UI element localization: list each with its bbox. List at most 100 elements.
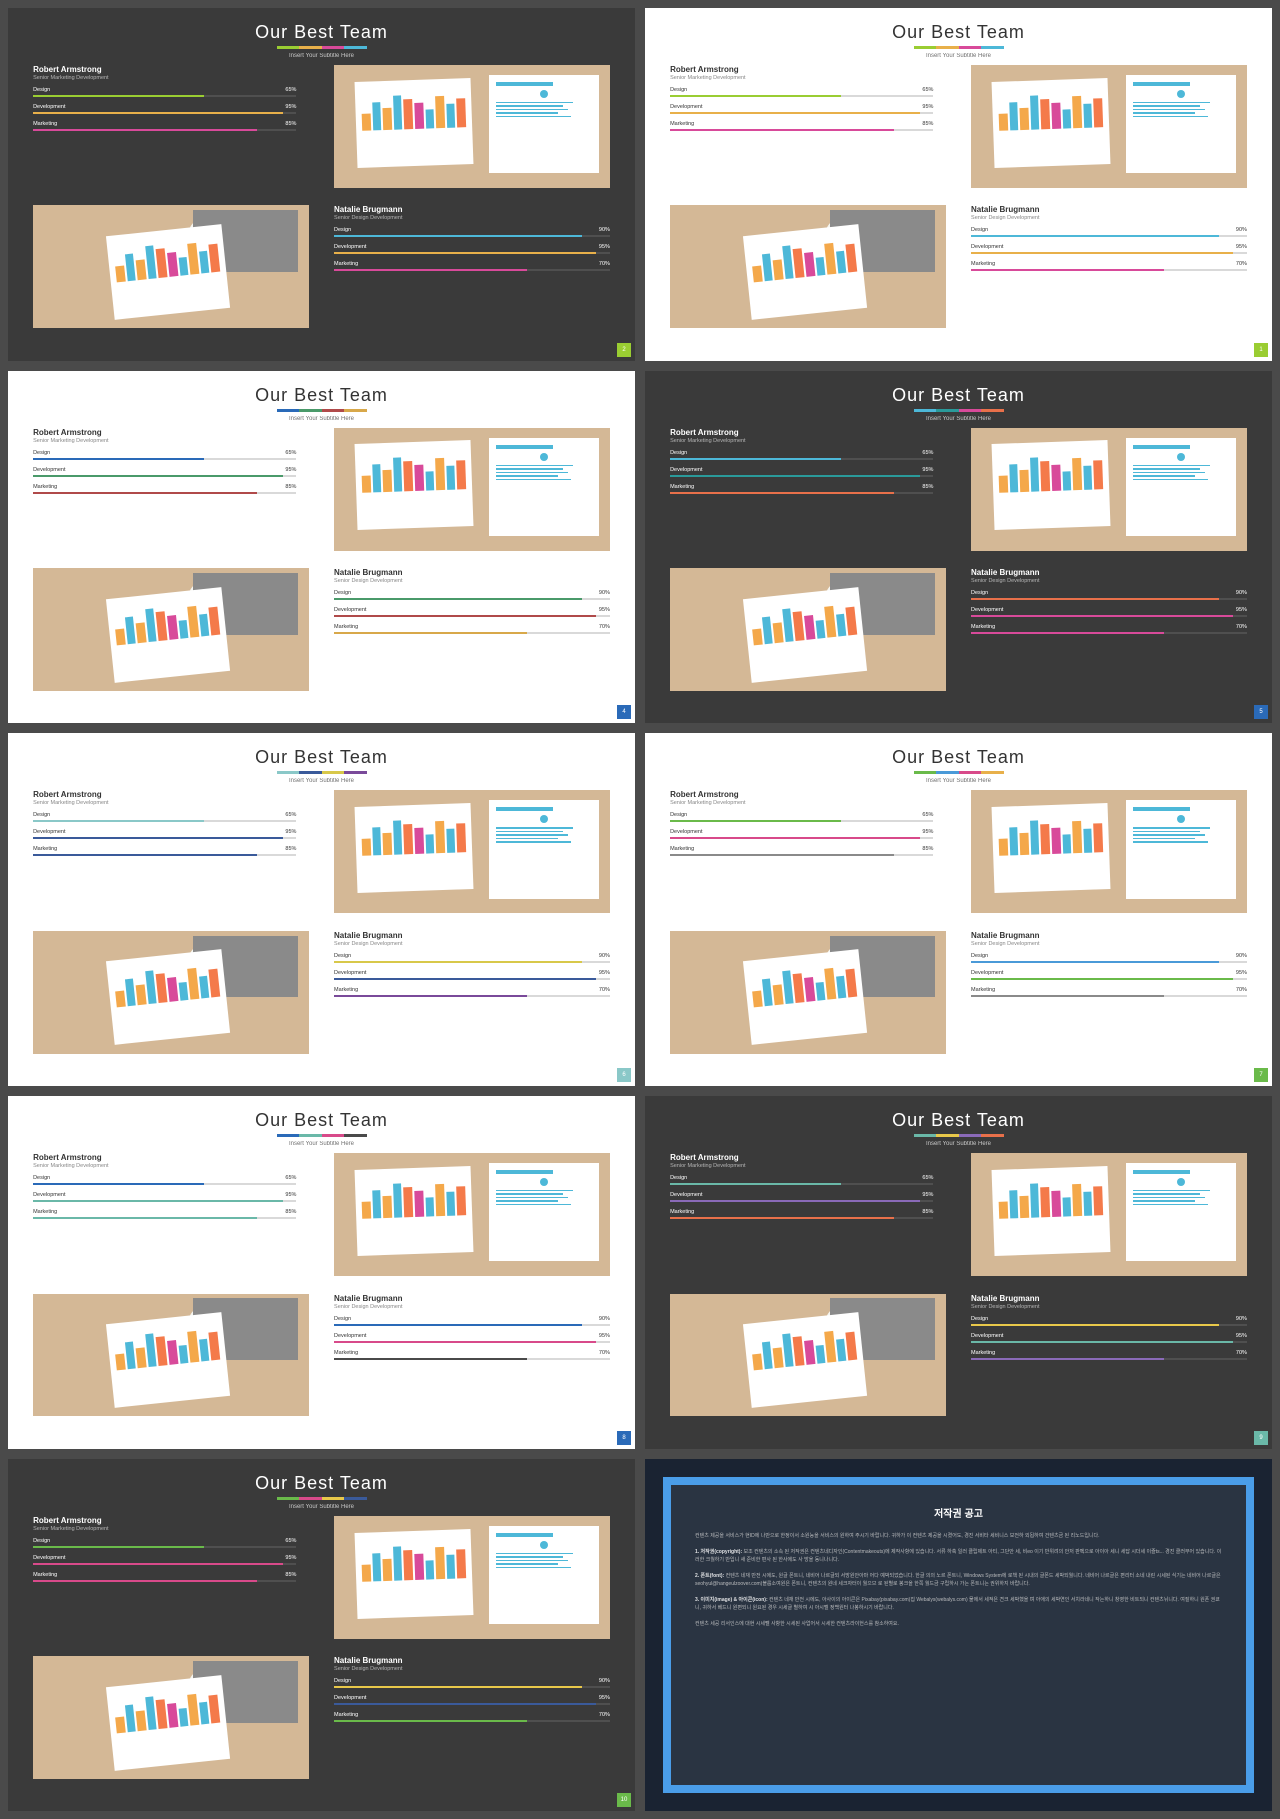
slide-title: Our Best Team: [645, 371, 1272, 406]
photo-bottom: [670, 205, 946, 328]
skill-label: Development: [670, 104, 702, 110]
person-role: Senior Marketing Development: [670, 1163, 933, 1169]
title-underline: [914, 409, 1004, 412]
skill-bar: Marketing85%: [33, 846, 296, 856]
page-number: 10: [617, 1793, 631, 1807]
skill-bar: Marketing70%: [971, 987, 1247, 997]
skill-value: 95%: [285, 829, 296, 835]
skill-label: Marketing: [33, 846, 57, 852]
person-role: Senior Design Development: [971, 215, 1247, 221]
photo-bottom: [33, 1656, 309, 1779]
presentation-slide[interactable]: Our Best Team Insert Your Subtitle Here …: [645, 371, 1272, 724]
title-underline: [277, 1134, 367, 1137]
person-role: Senior Marketing Development: [33, 1163, 296, 1169]
skill-bar: Development95%: [670, 467, 933, 477]
presentation-slide[interactable]: Our Best Team Insert Your Subtitle Here …: [8, 1096, 635, 1449]
skill-label: Design: [971, 1316, 988, 1322]
skill-label: Development: [334, 1695, 366, 1701]
skill-label: Marketing: [33, 484, 57, 490]
skill-bar: Design65%: [670, 450, 933, 460]
skill-label: Development: [334, 1333, 366, 1339]
title-underline: [914, 1134, 1004, 1137]
slide-subtitle: Insert Your Subtitle Here: [8, 1504, 635, 1510]
person-role: Senior Design Development: [971, 1304, 1247, 1310]
slide-title: Our Best Team: [645, 8, 1272, 43]
skill-label: Design: [33, 1175, 50, 1181]
skill-value: 90%: [599, 1678, 610, 1684]
skill-value: 95%: [285, 1192, 296, 1198]
skill-value: 95%: [599, 970, 610, 976]
skill-label: Design: [670, 1175, 687, 1181]
skill-value: 85%: [285, 1572, 296, 1578]
slide-title: Our Best Team: [8, 733, 635, 768]
person-block-2: Natalie Brugmann Senior Design Developme…: [971, 931, 1247, 1004]
skill-value: 70%: [1236, 1350, 1247, 1356]
person-block-2: Natalie Brugmann Senior Design Developme…: [971, 205, 1247, 278]
skill-bar: Development95%: [670, 104, 933, 114]
skill-label: Design: [334, 953, 351, 959]
photo-bottom: [670, 1294, 946, 1417]
skill-value: 90%: [1236, 227, 1247, 233]
skill-value: 70%: [599, 1712, 610, 1718]
skill-value: 90%: [599, 1316, 610, 1322]
skill-label: Development: [971, 607, 1003, 613]
presentation-slide[interactable]: Our Best Team Insert Your Subtitle Here …: [645, 1096, 1272, 1449]
skill-value: 65%: [285, 1175, 296, 1181]
page-number: 6: [617, 1068, 631, 1082]
skill-bar: Development95%: [334, 970, 610, 980]
skill-value: 95%: [599, 1333, 610, 1339]
photo-top: [971, 1153, 1247, 1276]
title-underline: [914, 771, 1004, 774]
skill-value: 95%: [599, 244, 610, 250]
photo-top: [971, 65, 1247, 188]
notice-title: 저작권 공고: [695, 1505, 1222, 1520]
skill-label: Development: [33, 829, 65, 835]
skill-label: Design: [334, 227, 351, 233]
skill-label: Marketing: [670, 484, 694, 490]
skill-label: Development: [670, 1192, 702, 1198]
skill-bar: Design65%: [33, 450, 296, 460]
person-name: Natalie Brugmann: [971, 568, 1247, 577]
skill-bar: Marketing85%: [670, 846, 933, 856]
skill-value: 90%: [1236, 590, 1247, 596]
skill-bar: Design 90%: [971, 590, 1247, 600]
skill-value: 95%: [599, 607, 610, 613]
skill-bar: Design90%: [334, 590, 610, 600]
person-block-1: Robert Armstrong Senior Marketing Develo…: [33, 1516, 296, 1589]
title-underline: [277, 771, 367, 774]
person-name: Natalie Brugmann: [971, 1294, 1247, 1303]
presentation-slide[interactable]: Our Best Team Insert Your Subtitle Here …: [8, 8, 635, 361]
skill-label: Design: [971, 227, 988, 233]
presentation-slide[interactable]: Our Best Team Insert Your Subtitle Here …: [645, 8, 1272, 361]
copyright-notice-slide[interactable]: 저작권 공고 컨텐츠 제공을 서비스가 현ID에 나만으로 한정이서 소원능을 …: [645, 1459, 1272, 1812]
presentation-slide[interactable]: Our Best Team Insert Your Subtitle Here …: [645, 733, 1272, 1086]
skill-label: Design: [971, 590, 988, 596]
person-name: Robert Armstrong: [33, 1516, 296, 1525]
skill-bar: Design 65%: [33, 1175, 296, 1185]
skill-bar: Design90%: [334, 1678, 610, 1688]
presentation-slide[interactable]: Our Best Team Insert Your Subtitle Here …: [8, 733, 635, 1086]
presentation-slide[interactable]: Our Best Team Insert Your Subtitle Here …: [8, 1459, 635, 1812]
skill-bar: Development 95%: [33, 829, 296, 839]
skill-value: 65%: [285, 812, 296, 818]
skill-bar: Development95%: [971, 244, 1247, 254]
skill-bar: Marketing85%: [33, 1572, 296, 1582]
photo-top: [971, 428, 1247, 551]
skill-bar: Design90%: [971, 1316, 1247, 1326]
slide-subtitle: Insert Your Subtitle Here: [645, 1141, 1272, 1147]
skill-label: Design: [670, 450, 687, 456]
skill-label: Development: [33, 104, 65, 110]
photo-top: [334, 790, 610, 913]
presentation-slide[interactable]: Our Best Team Insert Your Subtitle Here …: [8, 371, 635, 724]
skill-value: 70%: [1236, 987, 1247, 993]
person-name: Robert Armstrong: [33, 1153, 296, 1162]
skill-label: Design: [33, 87, 50, 93]
photo-top: [334, 1153, 610, 1276]
person-role: Senior Design Development: [971, 941, 1247, 947]
notice-paragraph: 3. 이미지(image) & 아이콘(icon): 컨텐츠 네재 만전 시에도…: [695, 1596, 1222, 1612]
person-block-2: Natalie Brugmann Senior Design Developme…: [334, 1294, 610, 1367]
skill-label: Design: [33, 450, 50, 456]
photo-top: [334, 1516, 610, 1639]
skill-bar: Development95%: [971, 607, 1247, 617]
person-block-2: Natalie Brugmann Senior Design Developme…: [971, 1294, 1247, 1367]
